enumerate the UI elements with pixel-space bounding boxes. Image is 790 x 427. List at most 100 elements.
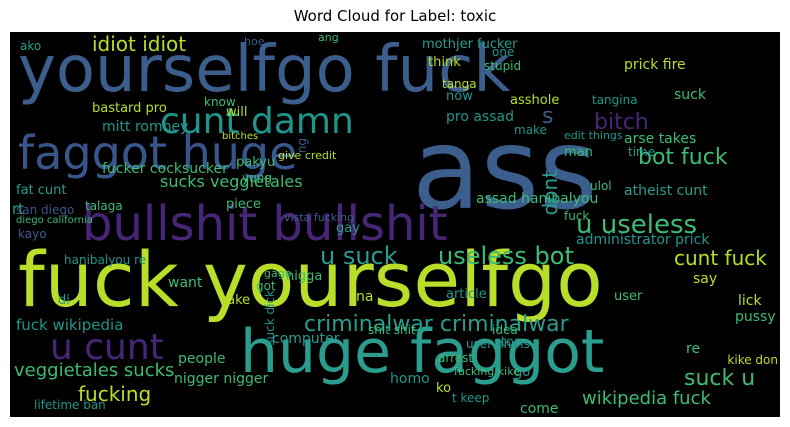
cloud-word: kayo — [18, 227, 47, 241]
cloud-word: hoe — [244, 35, 265, 48]
cloud-word: ng — [295, 138, 309, 154]
cloud-word: ass — [412, 105, 598, 235]
cloud-word: huge faggot — [240, 317, 605, 387]
cloud-word: rt — [12, 200, 25, 218]
cloud-word: san diego — [16, 203, 75, 217]
cloud-word: fat cunt — [16, 183, 67, 198]
cloud-word: people — [178, 351, 226, 367]
cloud-word: user nhrhs — [466, 337, 530, 351]
cloud-word: arse takes — [624, 131, 697, 147]
cloud-word: s — [542, 104, 554, 129]
cloud-word: pussy — [735, 309, 776, 325]
cloud-word: suck u — [684, 366, 756, 391]
cloud-word: ako — [20, 39, 42, 53]
cloud-word: di — [58, 293, 70, 308]
cloud-word: tangina — [592, 93, 638, 107]
cloud-word: suck dick — [263, 290, 277, 346]
cloud-word: take — [222, 293, 251, 308]
cloud-word: ko — [436, 381, 452, 396]
cloud-word: pro assad — [446, 109, 514, 125]
cloud-word: fucker cocksucker — [102, 161, 228, 177]
cloud-word: lick — [738, 293, 762, 309]
word-cloud: ass fuck yourselfgo yourselfgo fuck huge fa… — [10, 32, 780, 417]
cloud-word: time — [628, 145, 656, 159]
cloud-word: talaga — [85, 199, 123, 213]
cloud-word: user — [614, 289, 643, 304]
cloud-word: make — [514, 123, 547, 137]
cloud-word: kike don — [727, 353, 778, 367]
cloud-word: go — [514, 365, 531, 380]
cloud-word: u cunt — [50, 327, 164, 368]
cloud-word: gay — [336, 221, 360, 236]
cloud-word: hanibalyou re — [64, 253, 147, 267]
cloud-word: will — [226, 105, 248, 120]
cloud-word: bot fuck — [638, 145, 728, 170]
cloud-word: vista fucking — [284, 211, 355, 224]
cloud-word: ang — [318, 32, 339, 44]
cloud-word: cunt fuck — [674, 246, 767, 270]
cloud-word: useless bot — [438, 242, 574, 270]
cloud-word: fucking kike — [454, 365, 520, 378]
cloud-word: wikipedia fuck — [582, 388, 711, 409]
cloud-word: say — [693, 271, 718, 287]
cloud-word: dont — [538, 170, 562, 216]
cloud-word: mitt romney — [102, 119, 189, 135]
cloud-word: asshole — [510, 93, 560, 108]
cloud-word: idiot idiot — [92, 32, 187, 56]
cloud-word: mothjer fucker — [422, 37, 518, 52]
cloud-word: nigger nigger — [174, 371, 269, 387]
cloud-word: yourselfgo fuck — [18, 33, 511, 107]
cloud-word: now — [446, 89, 473, 104]
cloud-word: stupid — [484, 59, 522, 73]
cloud-word: bitch — [594, 110, 649, 135]
cloud-word: come — [520, 401, 559, 417]
cloud-word: pakyu — [236, 155, 276, 170]
cloud-word: know — [204, 95, 236, 109]
cloud-word: give credit — [278, 149, 337, 162]
cloud-word: gago — [264, 267, 292, 280]
cloud-word: cunt damn — [160, 101, 354, 142]
cloud-word: fuck wikipedia — [16, 316, 124, 334]
cloud-word: shit shit — [368, 323, 416, 337]
cloud-word: yung — [242, 171, 272, 185]
cloud-word: edit things — [564, 129, 623, 142]
cloud-word: faggot huge — [18, 126, 298, 180]
chart-title: Word Cloud for Label: toxic — [293, 7, 497, 25]
cloud-word: suck — [674, 87, 706, 103]
cloud-word: lifetime ban — [34, 398, 106, 412]
cloud-word: t keep — [452, 391, 490, 405]
cloud-word: bastard pro — [92, 101, 167, 116]
cloud-word: piece — [226, 197, 262, 212]
cloud-word: think — [428, 55, 461, 70]
cloud-word: re — [686, 341, 701, 357]
cloud-word: homo — [390, 371, 430, 387]
cloud-word: arrest — [438, 351, 474, 365]
cloud-word: ulol — [590, 179, 612, 193]
cloud-word: one — [492, 45, 515, 59]
cloud-word: idea — [492, 323, 518, 337]
cloud-word: fuck — [564, 209, 590, 223]
cloud-word: want — [168, 275, 203, 291]
cloud-word: nigga — [286, 269, 323, 284]
cloud-word: bullshit bullshit — [82, 196, 448, 252]
cloud-word: prick fire — [624, 57, 686, 73]
cloud-word: stop — [494, 335, 523, 350]
cloud-word: u useless — [576, 210, 698, 240]
cloud-word: administrator prick — [576, 232, 710, 248]
cloud-word: atheist cunt — [624, 183, 708, 199]
cloud-word: computer — [272, 331, 340, 347]
cloud-word: na — [356, 289, 374, 305]
cloud-word: assad hanibalyou — [476, 191, 599, 207]
cloud-word: sucks veggietales — [160, 172, 303, 191]
cloud-word: got — [256, 279, 276, 293]
cloud-word: veggietales sucks — [14, 360, 175, 381]
cloud-word: article — [446, 287, 487, 302]
cloud-word: fuck yourselfgo — [18, 235, 603, 324]
cloud-word: criminalwar criminalwar — [304, 312, 569, 337]
cloud-word: fucking — [78, 382, 152, 406]
cloud-word: tanga — [442, 77, 477, 91]
cloud-word: u suck — [320, 242, 398, 270]
cloud-word: diego california — [16, 215, 93, 226]
cloud-word: man — [564, 145, 593, 160]
